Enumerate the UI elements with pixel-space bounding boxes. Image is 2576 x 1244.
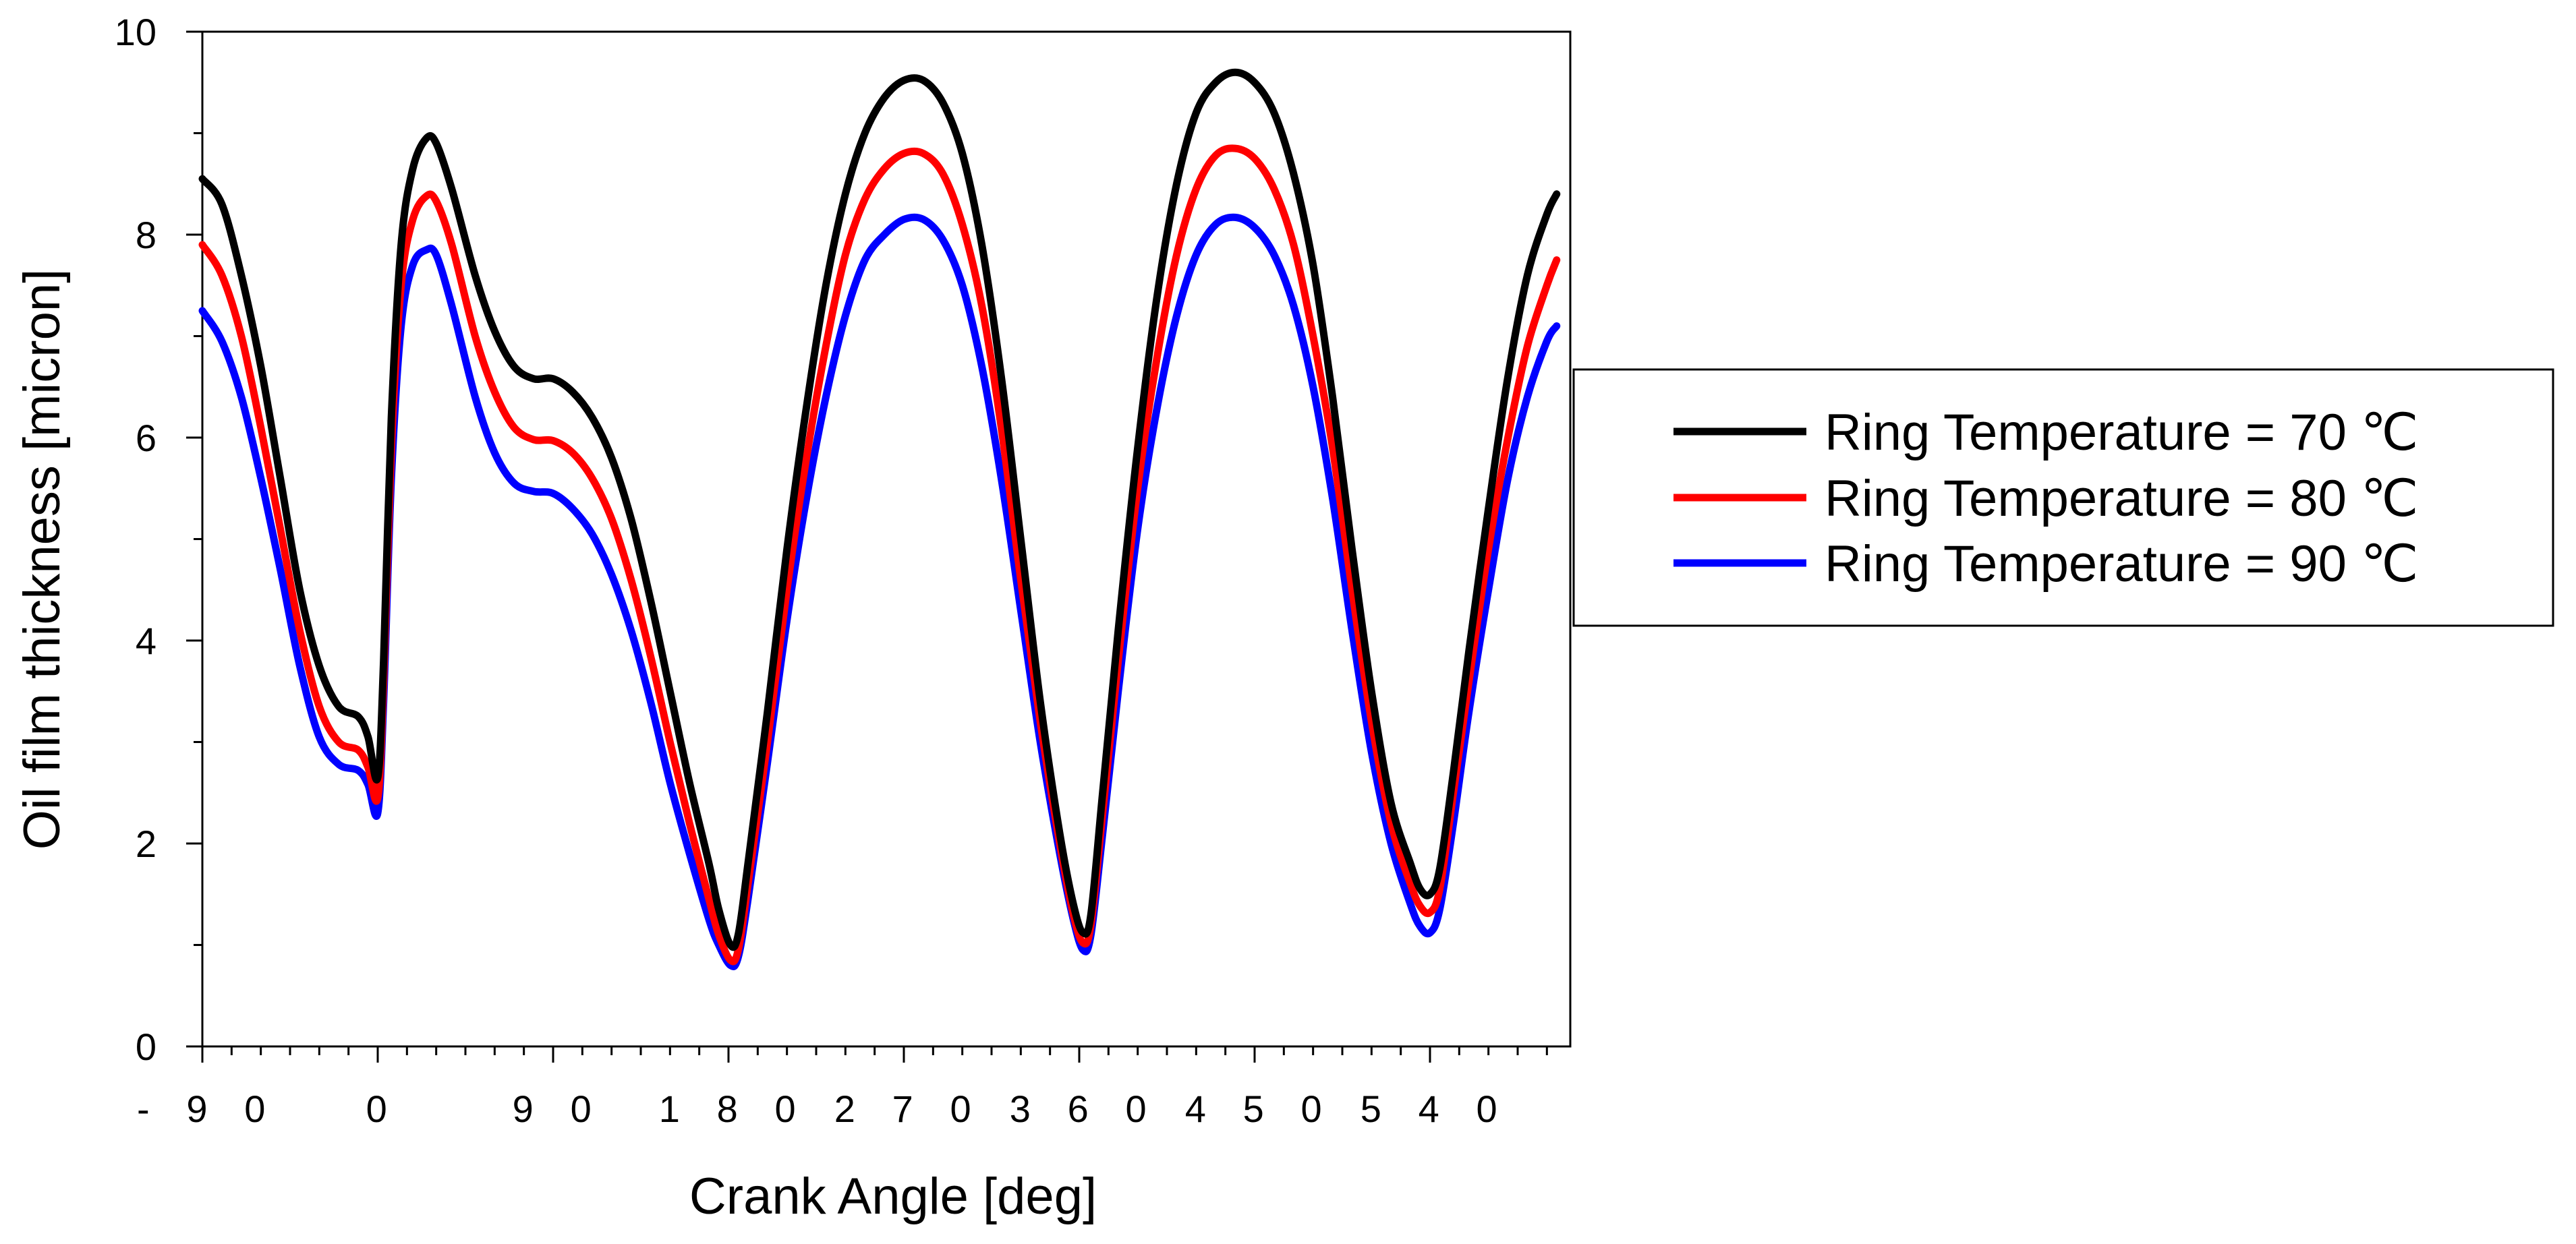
x-tick-label: - 9 0 — [137, 1088, 279, 1130]
legend-label: Ring Temperature = 90 ℃ — [1825, 535, 2418, 593]
y-tick-label: 6 — [136, 417, 156, 459]
x-tick-label: 1 8 0 — [659, 1088, 809, 1130]
x-tick-label: 2 7 0 — [834, 1088, 985, 1130]
x-tick-label: 0 — [366, 1088, 401, 1130]
x-axis-title: Crank Angle [deg] — [689, 1168, 1097, 1225]
legend: Ring Temperature = 70 ℃ Ring Temperature … — [1572, 368, 2554, 627]
y-tick-label: 2 — [136, 823, 156, 865]
x-tick-label: 4 5 0 — [1185, 1088, 1336, 1130]
x-tick-label: 9 0 — [513, 1088, 605, 1130]
y-tick-label: 10 — [115, 11, 156, 53]
y-axis-title: Oil film thickness [micron] — [13, 269, 71, 850]
series-layer — [198, 68, 1561, 970]
x-tick-label: 5 4 0 — [1361, 1088, 1511, 1130]
x-tick-label: 3 6 0 — [1010, 1088, 1160, 1130]
y-tick-label: 8 — [136, 214, 156, 256]
y-tick-label: 0 — [136, 1026, 156, 1068]
x-axis: - 9 0 0 9 0 1 8 0 2 7 0 3 6 0 4 5 0 5 4 0 — [137, 1046, 1548, 1130]
legend-label: Ring Temperature = 70 ℃ — [1825, 404, 2418, 461]
series-line-70c — [198, 68, 1561, 951]
y-axis: 0 2 4 6 8 10 — [115, 11, 202, 1068]
legend-entry-70c: Ring Temperature = 70 ℃ — [1673, 404, 2418, 461]
legend-entry-80c: Ring Temperature = 80 ℃ — [1673, 470, 2418, 527]
legend-label: Ring Temperature = 80 ℃ — [1825, 470, 2418, 527]
legend-entry-90c: Ring Temperature = 90 ℃ — [1673, 535, 2418, 593]
y-tick-label: 4 — [136, 620, 156, 662]
